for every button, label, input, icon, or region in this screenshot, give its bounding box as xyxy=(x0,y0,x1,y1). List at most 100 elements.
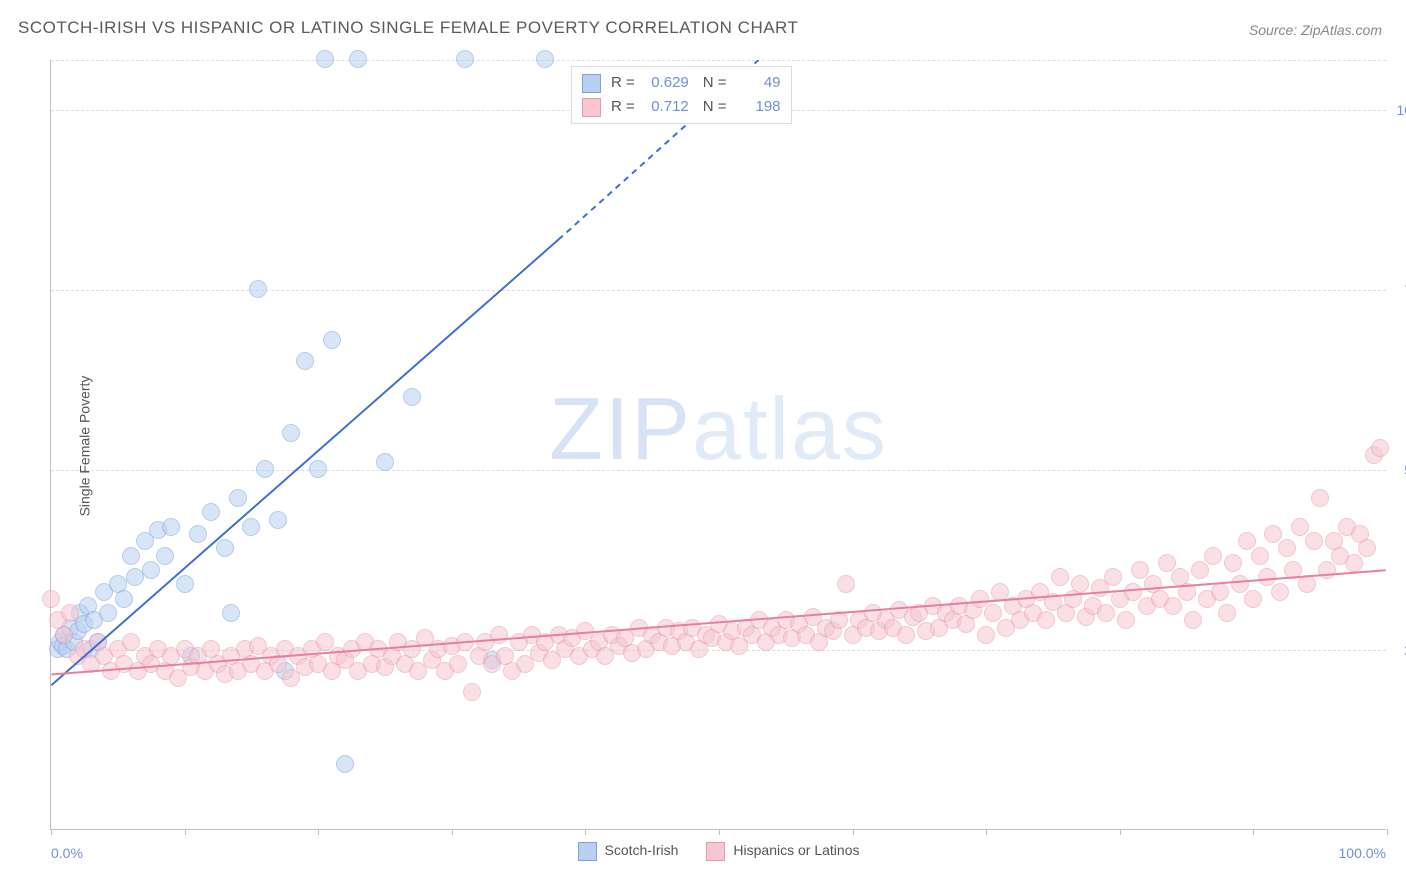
data-point xyxy=(1071,575,1089,593)
swatch-icon xyxy=(582,74,601,93)
data-point xyxy=(1211,583,1229,601)
data-point xyxy=(1117,611,1135,629)
data-point xyxy=(449,655,467,673)
legend-label: Scotch-Irish xyxy=(605,842,679,858)
x-tick xyxy=(1253,829,1254,835)
data-point xyxy=(282,424,300,442)
n-value: 198 xyxy=(733,95,781,119)
data-point xyxy=(1051,568,1069,586)
data-point xyxy=(1224,554,1242,572)
swatch-icon xyxy=(578,842,597,861)
swatch-icon xyxy=(582,98,601,117)
data-point xyxy=(403,388,421,406)
scatter-plot-area: ZIPatlas R = 0.629 N = 49 R = 0.712 N = … xyxy=(50,60,1386,830)
legend-item-hispanic: Hispanics or Latinos xyxy=(706,842,859,861)
data-point xyxy=(189,525,207,543)
correlation-stats-box: R = 0.629 N = 49 R = 0.712 N = 198 xyxy=(571,66,792,124)
data-point xyxy=(316,50,334,68)
data-point xyxy=(1104,568,1122,586)
data-point xyxy=(1358,539,1376,557)
data-point xyxy=(1124,583,1142,601)
data-point xyxy=(42,590,60,608)
data-point xyxy=(1251,547,1269,565)
gridline xyxy=(51,470,1386,471)
data-point xyxy=(1204,547,1222,565)
data-point xyxy=(122,633,140,651)
data-point xyxy=(1131,561,1149,579)
data-point xyxy=(61,604,79,622)
source-attribution: Source: ZipAtlas.com xyxy=(1249,22,1382,38)
data-point xyxy=(376,453,394,471)
trend-line xyxy=(51,240,558,686)
x-axis-max-label: 100.0% xyxy=(1339,845,1386,861)
data-point xyxy=(55,626,73,644)
data-point xyxy=(490,626,508,644)
x-tick xyxy=(585,829,586,835)
n-value: 49 xyxy=(733,71,781,95)
data-point xyxy=(1158,554,1176,572)
data-point xyxy=(1184,611,1202,629)
data-point xyxy=(316,633,334,651)
swatch-icon xyxy=(706,842,725,861)
y-tick-label: 25.0% xyxy=(1394,642,1406,658)
data-point xyxy=(249,280,267,298)
data-point xyxy=(309,460,327,478)
data-point xyxy=(991,583,1009,601)
data-point xyxy=(1191,561,1209,579)
data-point xyxy=(463,683,481,701)
data-point xyxy=(229,489,247,507)
data-point xyxy=(115,590,133,608)
data-point xyxy=(1231,575,1249,593)
data-point xyxy=(1264,525,1282,543)
x-tick xyxy=(51,829,52,835)
data-point xyxy=(156,547,174,565)
data-point xyxy=(99,604,117,622)
data-point xyxy=(1284,561,1302,579)
data-point xyxy=(122,547,140,565)
x-tick xyxy=(452,829,453,835)
data-point xyxy=(984,604,1002,622)
stats-row-scotch-irish: R = 0.629 N = 49 xyxy=(582,71,781,95)
data-point xyxy=(269,511,287,529)
n-label: N = xyxy=(703,95,727,119)
legend-label: Hispanics or Latinos xyxy=(733,842,859,858)
chart-title: SCOTCH-IRISH VS HISPANIC OR LATINO SINGL… xyxy=(18,18,798,38)
data-point xyxy=(1278,539,1296,557)
legend-item-scotch-irish: Scotch-Irish xyxy=(578,842,679,861)
data-point xyxy=(296,352,314,370)
data-point xyxy=(1271,583,1289,601)
data-point xyxy=(1178,583,1196,601)
watermark: ZIPatlas xyxy=(549,378,888,480)
x-axis-min-label: 0.0% xyxy=(51,845,83,861)
data-point xyxy=(1311,489,1329,507)
data-point xyxy=(837,575,855,593)
data-point xyxy=(162,518,180,536)
gridline xyxy=(51,60,1386,61)
data-point xyxy=(971,590,989,608)
data-point xyxy=(222,604,240,622)
x-tick xyxy=(853,829,854,835)
data-point xyxy=(1238,532,1256,550)
data-point xyxy=(202,503,220,521)
y-tick-label: 100.0% xyxy=(1394,102,1406,118)
r-label: R = xyxy=(611,95,635,119)
x-tick xyxy=(986,829,987,835)
data-point xyxy=(1318,561,1336,579)
data-point xyxy=(830,611,848,629)
data-point xyxy=(456,633,474,651)
data-point xyxy=(1298,575,1316,593)
x-tick xyxy=(318,829,319,835)
data-point xyxy=(1097,604,1115,622)
data-point xyxy=(897,626,915,644)
data-point xyxy=(242,518,260,536)
data-point xyxy=(1037,611,1055,629)
y-tick-label: 50.0% xyxy=(1394,462,1406,478)
stats-row-hispanic: R = 0.712 N = 198 xyxy=(582,95,781,119)
watermark-bold: ZIP xyxy=(549,379,692,478)
data-point xyxy=(977,626,995,644)
data-point xyxy=(1345,554,1363,572)
r-value: 0.712 xyxy=(641,95,689,119)
watermark-thin: atlas xyxy=(692,379,888,478)
data-point xyxy=(323,331,341,349)
data-point xyxy=(1244,590,1262,608)
